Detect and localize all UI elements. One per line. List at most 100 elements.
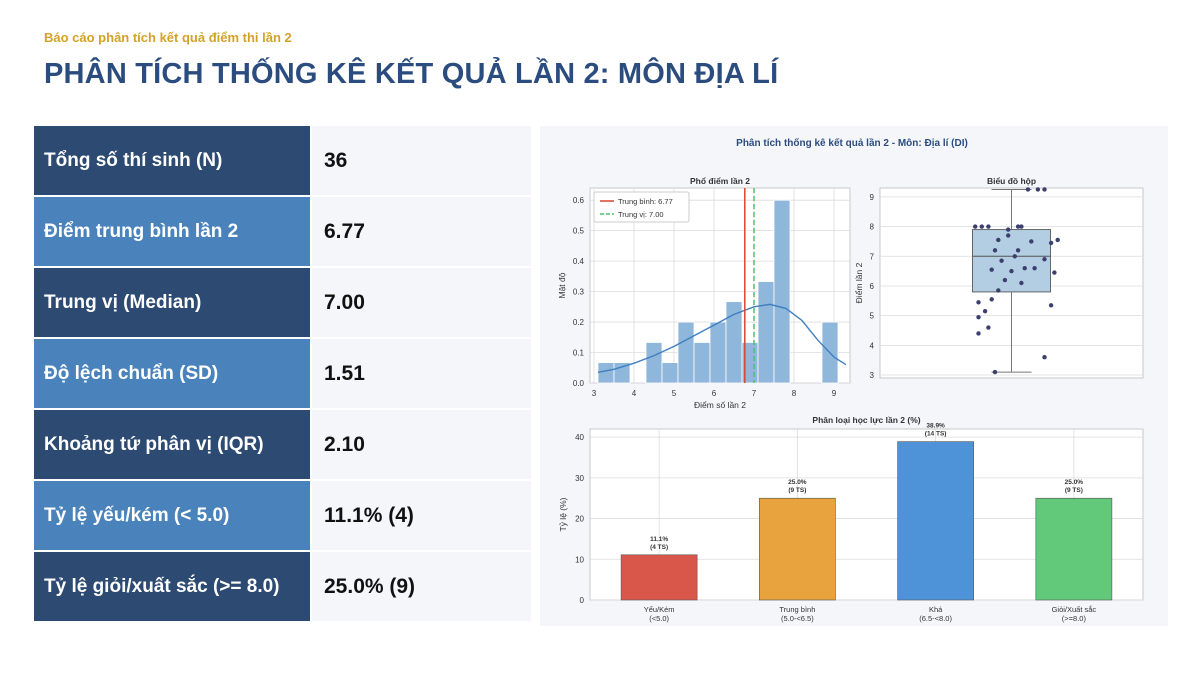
y-tick-label: 0.3	[573, 288, 585, 297]
bar-count-label: (9 TS)	[1065, 487, 1083, 494]
kde-curve	[597, 303, 847, 373]
data-point	[1019, 224, 1024, 229]
stat-label: Trung vị (Median)	[34, 268, 310, 337]
y-tick-label: 0.2	[573, 318, 585, 327]
stat-label: Khoảng tứ phân vị (IQR)	[34, 410, 310, 479]
stat-row-n: Tổng số thí sinh (N) 36	[34, 126, 531, 195]
stat-label: Tỷ lệ giỏi/xuất sắc (>= 8.0)	[34, 552, 310, 621]
data-point	[992, 369, 998, 375]
chart-figure: Phân tích thống kê kết quả lần 2 - Môn: …	[557, 137, 1144, 623]
data-point	[1022, 265, 1027, 271]
report-eyebrow: Báo cáo phân tích kết quả điểm thi lần 2	[44, 30, 292, 45]
stat-value: 2.10	[312, 410, 531, 479]
stat-row-iqr: Khoảng tứ phân vị (IQR) 2.10	[34, 410, 531, 479]
stat-label: Độ lệch chuẩn (SD)	[34, 339, 310, 408]
data-point	[976, 331, 981, 336]
stat-row-weak: Tỷ lệ yếu/kém (< 5.0) 11.1% (4)	[34, 481, 531, 550]
y-tick-label: 0.4	[573, 257, 585, 266]
data-point	[992, 248, 998, 253]
y-axis-label: Điểm lần 2	[854, 262, 864, 303]
page-title: PHÂN TÍCH THỐNG KÊ KẾT QUẢ LẦN 2: MÔN ĐỊ…	[44, 58, 779, 90]
histogram-bar	[677, 321, 695, 384]
data-point	[989, 297, 994, 302]
stats-table: Tổng số thí sinh (N) 36 Điểm trung bình …	[34, 126, 531, 623]
histogram-title: Phổ điểm lần 2	[690, 176, 750, 186]
stat-value: 6.77	[312, 197, 531, 266]
chart-panel: Phân tích thống kê kết quả lần 2 - Môn: …	[540, 126, 1168, 626]
stat-row-sd: Độ lệch chuẩn (SD) 1.51	[34, 339, 531, 408]
x-tick-label: 8	[792, 389, 797, 398]
y-tick-label: 30	[575, 474, 584, 483]
x-tick-label: 5	[672, 389, 677, 398]
y-tick-label: 0.5	[573, 227, 585, 236]
data-point	[996, 288, 1001, 293]
data-point	[1042, 355, 1047, 360]
data-point	[1048, 303, 1054, 308]
stat-value: 11.1% (4)	[312, 481, 531, 550]
stat-value: 36	[312, 126, 531, 195]
data-point	[1048, 240, 1054, 246]
histogram-bar	[597, 362, 615, 384]
y-tick-label: 5	[870, 312, 875, 321]
data-point	[976, 314, 981, 320]
stat-value: 1.51	[312, 339, 531, 408]
bar-count-label: (14 TS)	[925, 431, 947, 438]
histogram-bar	[773, 199, 791, 384]
data-point	[1006, 233, 1011, 238]
y-tick-label: 10	[575, 555, 584, 564]
category-bar	[897, 441, 974, 601]
bar-count-label: (4 TS)	[650, 544, 668, 551]
data-point	[1032, 265, 1037, 271]
legend-label-mean: Trung bình: 6.77	[618, 197, 673, 206]
stat-label: Tỷ lệ yếu/kém (< 5.0)	[34, 481, 310, 550]
y-tick-label: 3	[870, 371, 875, 380]
data-point	[1002, 277, 1008, 283]
data-point	[1015, 224, 1021, 229]
figure-title: Phân tích thống kê kết quả lần 2 - Môn: …	[736, 137, 968, 149]
data-point	[999, 258, 1004, 263]
data-point	[1019, 280, 1024, 286]
category-name-label: Giỏi/Xuất sắc	[1052, 605, 1097, 614]
y-tick-label: 0	[580, 596, 585, 605]
y-axis-label: Mật độ	[557, 272, 567, 298]
histogram-bar	[693, 342, 711, 384]
category-bar	[759, 497, 836, 601]
data-point	[986, 325, 991, 330]
data-point	[989, 267, 994, 272]
data-point	[1052, 270, 1057, 275]
y-tick-label: 0.1	[573, 349, 585, 358]
data-point	[1025, 187, 1031, 192]
data-point	[996, 237, 1001, 243]
y-tick-label: 9	[870, 193, 875, 202]
stat-label: Điểm trung bình lần 2	[34, 197, 310, 266]
histogram-bar	[709, 321, 727, 384]
stat-row-excellent: Tỷ lệ giỏi/xuất sắc (>= 8.0) 25.0% (9)	[34, 552, 531, 621]
y-tick-label: 20	[575, 515, 584, 524]
legend-box	[593, 191, 690, 223]
x-axis-label: Điểm số lần 2	[694, 400, 746, 410]
iqr-box	[972, 229, 1051, 293]
data-point	[1035, 187, 1041, 192]
y-tick-label: 0.6	[573, 196, 585, 205]
stat-row-mean: Điểm trung bình lần 2 6.77	[34, 197, 531, 266]
bar-count-label: (9 TS)	[788, 487, 806, 494]
category-bar	[620, 554, 698, 601]
bar-value-label: 25.0%	[1065, 479, 1084, 486]
stat-value: 25.0% (9)	[312, 552, 531, 621]
y-tick-label: 7	[870, 252, 875, 261]
bar-value-label: 38.9%	[926, 423, 945, 430]
y-tick-label: 0.0	[573, 379, 585, 388]
bar-value-label: 11.1%	[650, 536, 668, 543]
data-point	[1042, 257, 1047, 262]
data-point	[986, 224, 991, 229]
histogram-bar	[757, 281, 775, 384]
data-point	[1042, 187, 1047, 192]
x-tick-label: 7	[752, 389, 757, 398]
histogram-bar	[645, 342, 663, 384]
category-name-label: Trung bình	[779, 605, 815, 614]
data-point	[973, 224, 978, 229]
category-range-label: (6.5-<8.0)	[919, 614, 952, 623]
y-tick-label: 40	[575, 433, 584, 442]
boxplot-title: Biểu đồ hộp	[987, 176, 1036, 186]
y-tick-label: 6	[870, 282, 875, 291]
